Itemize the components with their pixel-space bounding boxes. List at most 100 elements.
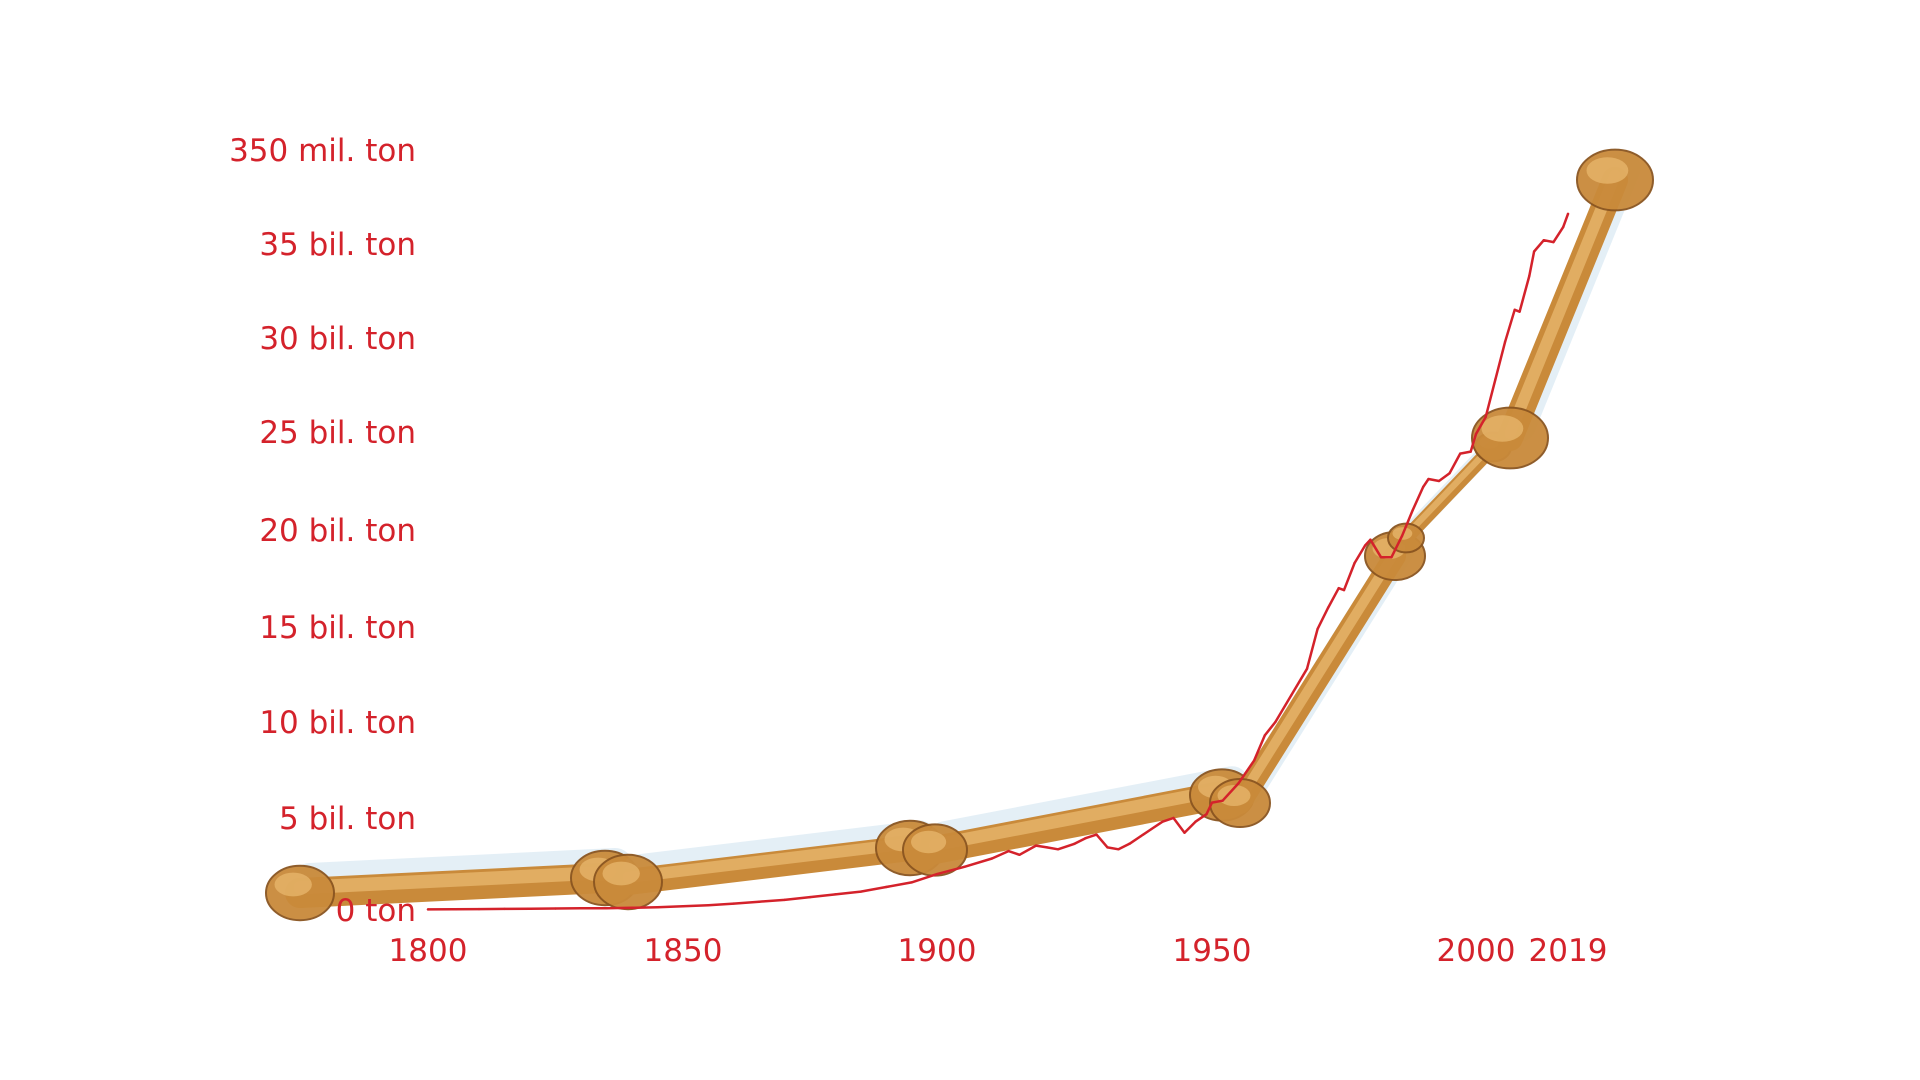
data-point <box>1106 846 1109 849</box>
bone-segment <box>1471 148 1654 470</box>
data-point <box>758 900 761 903</box>
data-point <box>1437 479 1441 483</box>
data-point <box>1474 432 1478 436</box>
data-point <box>1363 544 1367 547</box>
data-point <box>990 857 994 860</box>
data-point <box>1305 667 1309 670</box>
data-point <box>1073 842 1076 845</box>
data-point <box>1084 837 1087 840</box>
x-tick-label: 1950 <box>1173 933 1252 969</box>
data-point <box>1566 212 1570 216</box>
data-point <box>1528 274 1531 278</box>
data-point <box>1237 782 1240 785</box>
data-point <box>1034 844 1038 847</box>
bone-segment <box>593 819 945 911</box>
data-point <box>528 907 532 910</box>
data-point <box>1503 340 1507 343</box>
data-point <box>1172 816 1175 820</box>
data-point <box>656 906 659 909</box>
data-point <box>1411 509 1414 512</box>
data-point <box>1379 555 1383 559</box>
bone-segment <box>1209 530 1426 828</box>
data-point <box>1150 827 1153 831</box>
data-point <box>963 865 966 868</box>
data-point <box>1018 853 1021 856</box>
data-point <box>1390 555 1393 559</box>
data-point <box>1194 820 1197 823</box>
data-point <box>1007 849 1010 853</box>
y-tick-label: 10 bil. ton <box>259 705 416 741</box>
data-point <box>1353 561 1356 565</box>
data-point <box>1045 846 1049 849</box>
x-tick-label: 1800 <box>389 933 468 969</box>
data-point <box>1484 415 1487 419</box>
data-point <box>1210 801 1214 804</box>
y-tick-label: 35 bil. ton <box>259 227 416 263</box>
data-point <box>732 902 735 905</box>
x-tick-label: 2019 <box>1529 933 1608 969</box>
data-point <box>1253 759 1256 762</box>
data-point <box>1427 477 1430 481</box>
data-point <box>1095 833 1098 836</box>
data-point <box>1422 485 1425 489</box>
data-point <box>1532 250 1536 253</box>
data-point <box>910 881 913 884</box>
bone-segment <box>902 766 1255 877</box>
bone-illustration <box>265 148 1654 922</box>
x-tick-label: 1900 <box>898 933 977 969</box>
y-tick-label: 0 ton <box>336 893 416 929</box>
data-point <box>1161 820 1164 823</box>
x-tick-label: 1850 <box>644 933 723 969</box>
data-point <box>1117 848 1120 851</box>
data-point <box>1316 627 1319 631</box>
y-tick-label: 5 bil. ton <box>279 801 416 837</box>
data-point <box>935 872 939 876</box>
series-layer <box>426 212 1570 911</box>
data-point <box>707 904 710 907</box>
data-point <box>681 905 685 908</box>
data-point <box>1561 225 1565 229</box>
data-point <box>1337 587 1340 590</box>
y-tick-label: 25 bil. ton <box>259 415 416 451</box>
data-point <box>808 895 812 899</box>
data-point <box>426 908 430 911</box>
data-point <box>630 906 634 909</box>
data-point <box>1290 694 1293 697</box>
y-tick-label: 30 bil. ton <box>259 321 416 357</box>
data-point <box>1542 239 1545 242</box>
data-point <box>605 906 608 910</box>
y-axis-ticks: 0 ton 5 bil. ton 10 bil. ton 15 bil. ton 20 … <box>229 133 416 929</box>
data-point <box>1552 240 1555 244</box>
x-axis-ticks: 1800 1850 1900 1950 2000 2019 <box>389 933 1608 969</box>
data-point <box>885 885 888 889</box>
data-point <box>477 907 481 911</box>
y-tick-label: 15 bil. ton <box>259 610 416 646</box>
data-point <box>1400 534 1404 538</box>
data-point <box>834 893 837 896</box>
y-tick-label: 350 mil. ton <box>229 133 416 169</box>
data-point <box>1326 606 1330 609</box>
data-point <box>1205 812 1208 816</box>
data-point <box>1274 720 1277 724</box>
data-point <box>1139 835 1142 838</box>
series-line <box>426 212 1570 911</box>
bone-segment <box>265 848 640 922</box>
data-point <box>859 890 862 893</box>
y-tick-label: 20 bil. ton <box>259 513 416 549</box>
data-point <box>1342 588 1346 592</box>
data-point <box>1513 308 1516 311</box>
data-point <box>1494 378 1497 381</box>
data-point <box>1128 842 1131 845</box>
data-point <box>783 898 786 902</box>
data-point <box>1369 538 1372 541</box>
data-point <box>1448 471 1451 475</box>
data-point <box>554 907 557 910</box>
x-tick-label: 2000 <box>1437 933 1516 969</box>
data-point <box>1183 831 1186 834</box>
data-point <box>1469 450 1472 453</box>
data-point <box>452 908 455 911</box>
data-point <box>1263 734 1267 737</box>
data-point <box>503 907 506 911</box>
